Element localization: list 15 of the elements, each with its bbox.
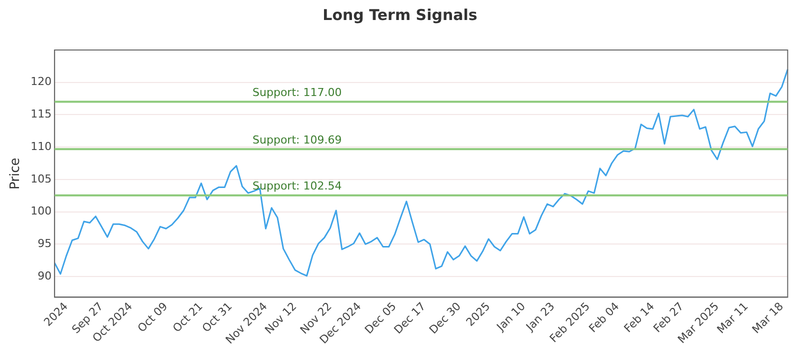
y-tick-label: 95 (38, 237, 52, 250)
ref-line-label: Support: 102.54 (252, 180, 342, 193)
x-tick-label: Mar 18 (750, 300, 786, 336)
chart-title: Long Term Signals (322, 6, 478, 24)
x-tick-label: Dec 30 (426, 300, 464, 336)
y-tick-label: 115 (30, 108, 52, 121)
y-tick-label: 110 (30, 140, 52, 153)
y-tick-label: 120 (30, 75, 52, 88)
ref-line-label: Support: 117.00 (252, 86, 342, 100)
y-tick-label: 105 (30, 172, 52, 186)
y-tick-label: 90 (38, 269, 52, 282)
x-tick-label: Oct 09 (135, 300, 170, 335)
ref-line-label: Support: 109.69 (252, 133, 342, 146)
y-axis-title: Price (8, 158, 24, 190)
y-tick-label: 100 (30, 204, 52, 218)
